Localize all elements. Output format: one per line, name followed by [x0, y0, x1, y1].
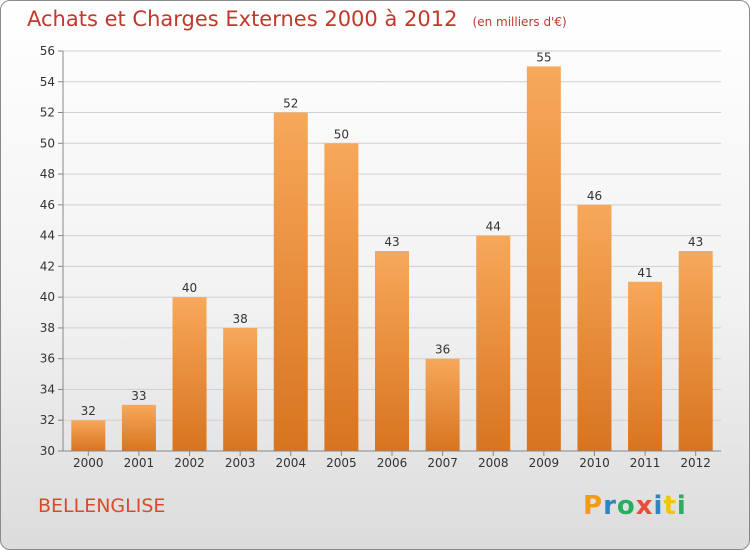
y-tick-label: 42	[40, 259, 55, 273]
y-tick-label: 34	[40, 382, 55, 396]
value-label-2009: 55	[536, 50, 551, 64]
y-tick-label: 36	[40, 352, 55, 366]
logo-letter: i	[653, 491, 664, 521]
title-row: Achats et Charges Externes 2000 à 2012 (…	[27, 7, 567, 31]
value-label-2002: 40	[182, 281, 197, 295]
logo-letter: i	[676, 491, 687, 521]
bar-2012	[678, 251, 713, 451]
bar-2004	[273, 112, 308, 452]
logo-letter: P	[583, 491, 604, 521]
bar-2008	[476, 235, 511, 451]
bar-2011	[628, 281, 663, 451]
x-tick-label-2004: 2004	[275, 456, 306, 470]
logo-letter: r	[603, 491, 617, 521]
proxiti-logo[interactable]: Proxiti	[583, 491, 687, 521]
y-tick-label: 30	[40, 444, 55, 458]
logo-letter: x	[635, 491, 654, 521]
y-tick-label: 50	[40, 136, 55, 150]
x-tick-label-2000: 2000	[73, 456, 104, 470]
y-tick-label: 32	[40, 413, 55, 427]
x-tick-label-2003: 2003	[225, 456, 256, 470]
bar-2010	[577, 204, 612, 451]
value-label-2011: 41	[637, 266, 652, 280]
axis-layer: 30 32 34 36 38 40 42 44 46 48 50 52 54 56 2000 2001 2002…	[40, 44, 721, 470]
bar-2001	[121, 404, 156, 451]
bar-2007	[425, 358, 460, 451]
x-tick-label-2007: 2007	[427, 456, 458, 470]
y-tick-label: 48	[40, 167, 55, 181]
x-tick-label-2011: 2011	[630, 456, 661, 470]
y-tick-label: 46	[40, 198, 55, 212]
bar-2000	[71, 420, 106, 451]
value-label-2012: 43	[688, 235, 703, 249]
y-tick-label: 56	[40, 44, 55, 58]
x-tick-label-2009: 2009	[529, 456, 560, 470]
bar-2009	[526, 66, 561, 451]
value-label-2010: 46	[587, 189, 602, 203]
value-label-2005: 50	[334, 127, 349, 141]
chart-subtitle: (en milliers d'€)	[472, 15, 567, 29]
bar-2006	[375, 251, 409, 451]
y-tick-label: 40	[40, 290, 55, 304]
y-tick-label: 44	[40, 229, 55, 243]
value-label-2008: 44	[486, 220, 501, 234]
bar-layer: 32 33 40 38 52 50 43 36 44 55 46 41 43	[71, 50, 713, 452]
bar-2005	[324, 143, 359, 452]
location-label: BELLENGLISE	[38, 495, 166, 517]
x-tick-label-2002: 2002	[174, 456, 205, 470]
y-tick-label: 54	[40, 75, 55, 89]
x-tick-label-2010: 2010	[579, 456, 610, 470]
bar-2003	[223, 327, 258, 451]
chart-title: Achats et Charges Externes 2000 à 2012	[27, 7, 458, 31]
y-tick-label: 38	[40, 321, 55, 335]
logo-letter: t	[663, 491, 677, 521]
x-tick-label-2008: 2008	[478, 456, 509, 470]
bar-2002	[172, 297, 207, 451]
value-label-2001: 33	[131, 389, 146, 403]
x-tick-label-2006: 2006	[377, 456, 408, 470]
value-label-2006: 43	[384, 235, 399, 249]
x-tick-label-2001: 2001	[124, 456, 155, 470]
y-tick-label: 52	[40, 106, 55, 120]
x-tick-label-2012: 2012	[680, 456, 711, 470]
value-label-2003: 38	[233, 312, 248, 326]
x-tick-label-2005: 2005	[326, 456, 357, 470]
value-label-2004: 52	[283, 97, 298, 111]
value-label-2007: 36	[435, 343, 450, 357]
value-label-2000: 32	[81, 404, 96, 418]
logo-letter: o	[616, 491, 636, 521]
